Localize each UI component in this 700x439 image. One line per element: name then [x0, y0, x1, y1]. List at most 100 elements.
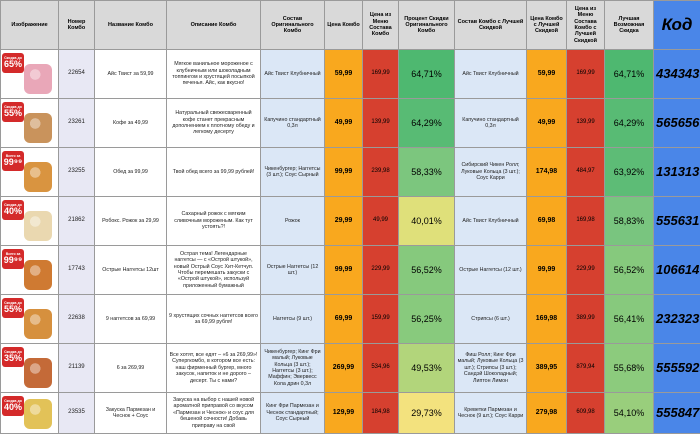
food-photo: [24, 211, 52, 241]
best-price: 279,98: [526, 392, 567, 434]
discount-badge: Скидка до 40%: [2, 396, 24, 416]
promo-code[interactable]: 5555929: [653, 343, 700, 393]
promo-code[interactable]: 131313: [653, 147, 700, 197]
badge-value: 55%: [3, 108, 22, 118]
menu-price: 184,98: [362, 392, 399, 434]
badge-caption: Скидка до: [4, 399, 22, 403]
combo-image: Скидка до 65%: [0, 49, 59, 99]
header-image[interactable]: Изображение: [0, 0, 59, 50]
badge-value: 99⁹⁹: [3, 255, 23, 265]
combo-price: 129,99: [324, 392, 363, 434]
menu-price: 229,99: [362, 245, 399, 295]
combo-composition: Кинг Фри Пармезан и Чеснок стандартный; …: [260, 392, 325, 434]
combo-price: 269,99: [324, 343, 363, 393]
combo-description: Натуральный свежесваренный кофе станет п…: [166, 98, 261, 148]
badge-caption: Всего за: [5, 154, 21, 158]
best-discount-percent: 55,68%: [604, 343, 654, 393]
best-composition: Креветки Пармезан и Чеснок (9 шт.); Соус…: [454, 392, 527, 434]
combo-price: 99,99: [324, 147, 363, 197]
best-discount-percent: 56,41%: [604, 294, 654, 344]
promo-code[interactable]: 5556317: [653, 196, 700, 246]
badge-caption: Скидка до: [4, 105, 22, 109]
table-row[interactable]: Скидка до 55% 22638 9 наггетсов за 69,99 9 х…: [0, 294, 700, 344]
header-best-composition[interactable]: Состав Комбо с Лучшей Скидкой: [454, 0, 527, 50]
header-number[interactable]: Номер Комбо: [58, 0, 95, 50]
promo-code[interactable]: 565656: [653, 98, 700, 148]
best-menu-price: 609,98: [566, 392, 605, 434]
badge-value: 99⁹⁹: [3, 157, 23, 167]
combo-description: Все хотят, все едят – «6 за 269,99»! Суп…: [166, 343, 261, 393]
table-row[interactable]: Всего за 99⁹⁹ 23255 Обед за 99,99 Твой обед …: [0, 147, 700, 197]
discount-percent: 64,71%: [398, 49, 455, 99]
discount-badge: Всего за 99⁹⁹: [2, 151, 24, 171]
header-price[interactable]: Цена Комбо: [324, 0, 363, 50]
best-price: 49,99: [526, 98, 567, 148]
promo-code[interactable]: 5558477: [653, 392, 700, 434]
best-composition: Айс Твист Клубничный: [454, 49, 527, 99]
combo-price: 29,99: [324, 196, 363, 246]
table-row[interactable]: Скидка до 40% 21862 Робокс. Рожок за 29,99 С…: [0, 196, 700, 246]
discount-percent: 40,01%: [398, 196, 455, 246]
badge-caption: Скидка до: [4, 301, 22, 305]
best-menu-price: 139,99: [566, 98, 605, 148]
header-best-menu-price[interactable]: Цена из Меню Состава Комбо с Лучшей Скид…: [566, 0, 605, 50]
combo-description: Закуска на выбор с нашей новой ароматной…: [166, 392, 261, 434]
combo-name: Айс Твист за 59,99: [94, 49, 167, 99]
promo-code[interactable]: 232323: [653, 294, 700, 344]
best-menu-price: 229,99: [566, 245, 605, 295]
best-discount-percent: 64,29%: [604, 98, 654, 148]
badge-value: 65%: [3, 59, 22, 69]
combo-image: Скидка до 55%: [0, 294, 59, 344]
combo-number: 23535: [58, 392, 95, 434]
combo-description: Острая тема! Легендарные наггетсы — с «О…: [166, 245, 261, 295]
header-discount[interactable]: Процент Скидки Оригинального Комбо: [398, 0, 455, 50]
table-row[interactable]: Скидка до 65% 22654 Айс Твист за 59,99 Мягко…: [0, 49, 700, 99]
table-row[interactable]: Скидка до 55% 23261 Кофе за 49,99 Натуральны…: [0, 98, 700, 148]
badge-caption: Скидка до: [4, 56, 22, 60]
combo-name: 6 за 269,99: [94, 343, 167, 393]
combo-name: Острые Наггетсы 12шт: [94, 245, 167, 295]
badge-value: 40%: [3, 402, 22, 412]
badge-caption: Скидка до: [4, 350, 22, 354]
table-row[interactable]: Всего за 99⁹⁹ 17743 Острые Наггетсы 12шт Ост…: [0, 245, 700, 295]
header-description[interactable]: Описание Комбо: [166, 0, 261, 50]
combo-number: 22654: [58, 49, 95, 99]
table-row[interactable]: Скидка до 40% 23535 Закуска Пармезан и Чесн…: [0, 392, 700, 434]
best-menu-price: 169,99: [566, 49, 605, 99]
combo-description: Твой обед всего за 99,99 рублей!: [166, 147, 261, 197]
menu-price: 169,99: [362, 49, 399, 99]
header-composition[interactable]: Состав Оригинального Комбо: [260, 0, 325, 50]
combo-name: Обед за 99,99: [94, 147, 167, 197]
combo-image: Скидка до 35%: [0, 343, 59, 393]
food-photo: [24, 113, 52, 143]
food-photo: [24, 260, 52, 290]
combo-image: Скидка до 40%: [0, 196, 59, 246]
header-best-price[interactable]: Цена Комбо с Лучшей Скидкой: [526, 0, 567, 50]
table-row[interactable]: Скидка до 35% 21139 6 за 269,99 Все хотят, в…: [0, 343, 700, 393]
discount-badge: Скидка до 55%: [2, 102, 24, 122]
combo-composition: Айс Твист Клубничный: [260, 49, 325, 99]
combo-image: Всего за 99⁹⁹: [0, 147, 59, 197]
badge-value: 55%: [3, 304, 22, 314]
header-menu-price[interactable]: Цена из Меню Состава Комбо: [362, 0, 399, 50]
combo-name: Кофе за 49,99: [94, 98, 167, 148]
header-code[interactable]: Код: [653, 0, 700, 50]
combo-name: Робокс. Рожок за 29,99: [94, 196, 167, 246]
best-menu-price: 169,98: [566, 196, 605, 246]
header-best-discount[interactable]: Лучшая Возможная Скидка: [604, 0, 654, 50]
menu-price: 49,99: [362, 196, 399, 246]
badge-value: 40%: [3, 206, 22, 216]
promo-code[interactable]: 434343: [653, 49, 700, 99]
combo-price: 99,99: [324, 245, 363, 295]
best-composition: Айс Твист Клубничный: [454, 196, 527, 246]
combo-number: 21862: [58, 196, 95, 246]
promo-code[interactable]: 106614: [653, 245, 700, 295]
food-photo: [24, 309, 52, 339]
best-menu-price: 484,97: [566, 147, 605, 197]
best-menu-price: 879,94: [566, 343, 605, 393]
best-price: 99,99: [526, 245, 567, 295]
header-name[interactable]: Название Комбо: [94, 0, 167, 50]
best-composition: Фиш Ролл; Кинг Фри малый; Луковые Кольца…: [454, 343, 527, 393]
food-photo: [24, 399, 52, 429]
